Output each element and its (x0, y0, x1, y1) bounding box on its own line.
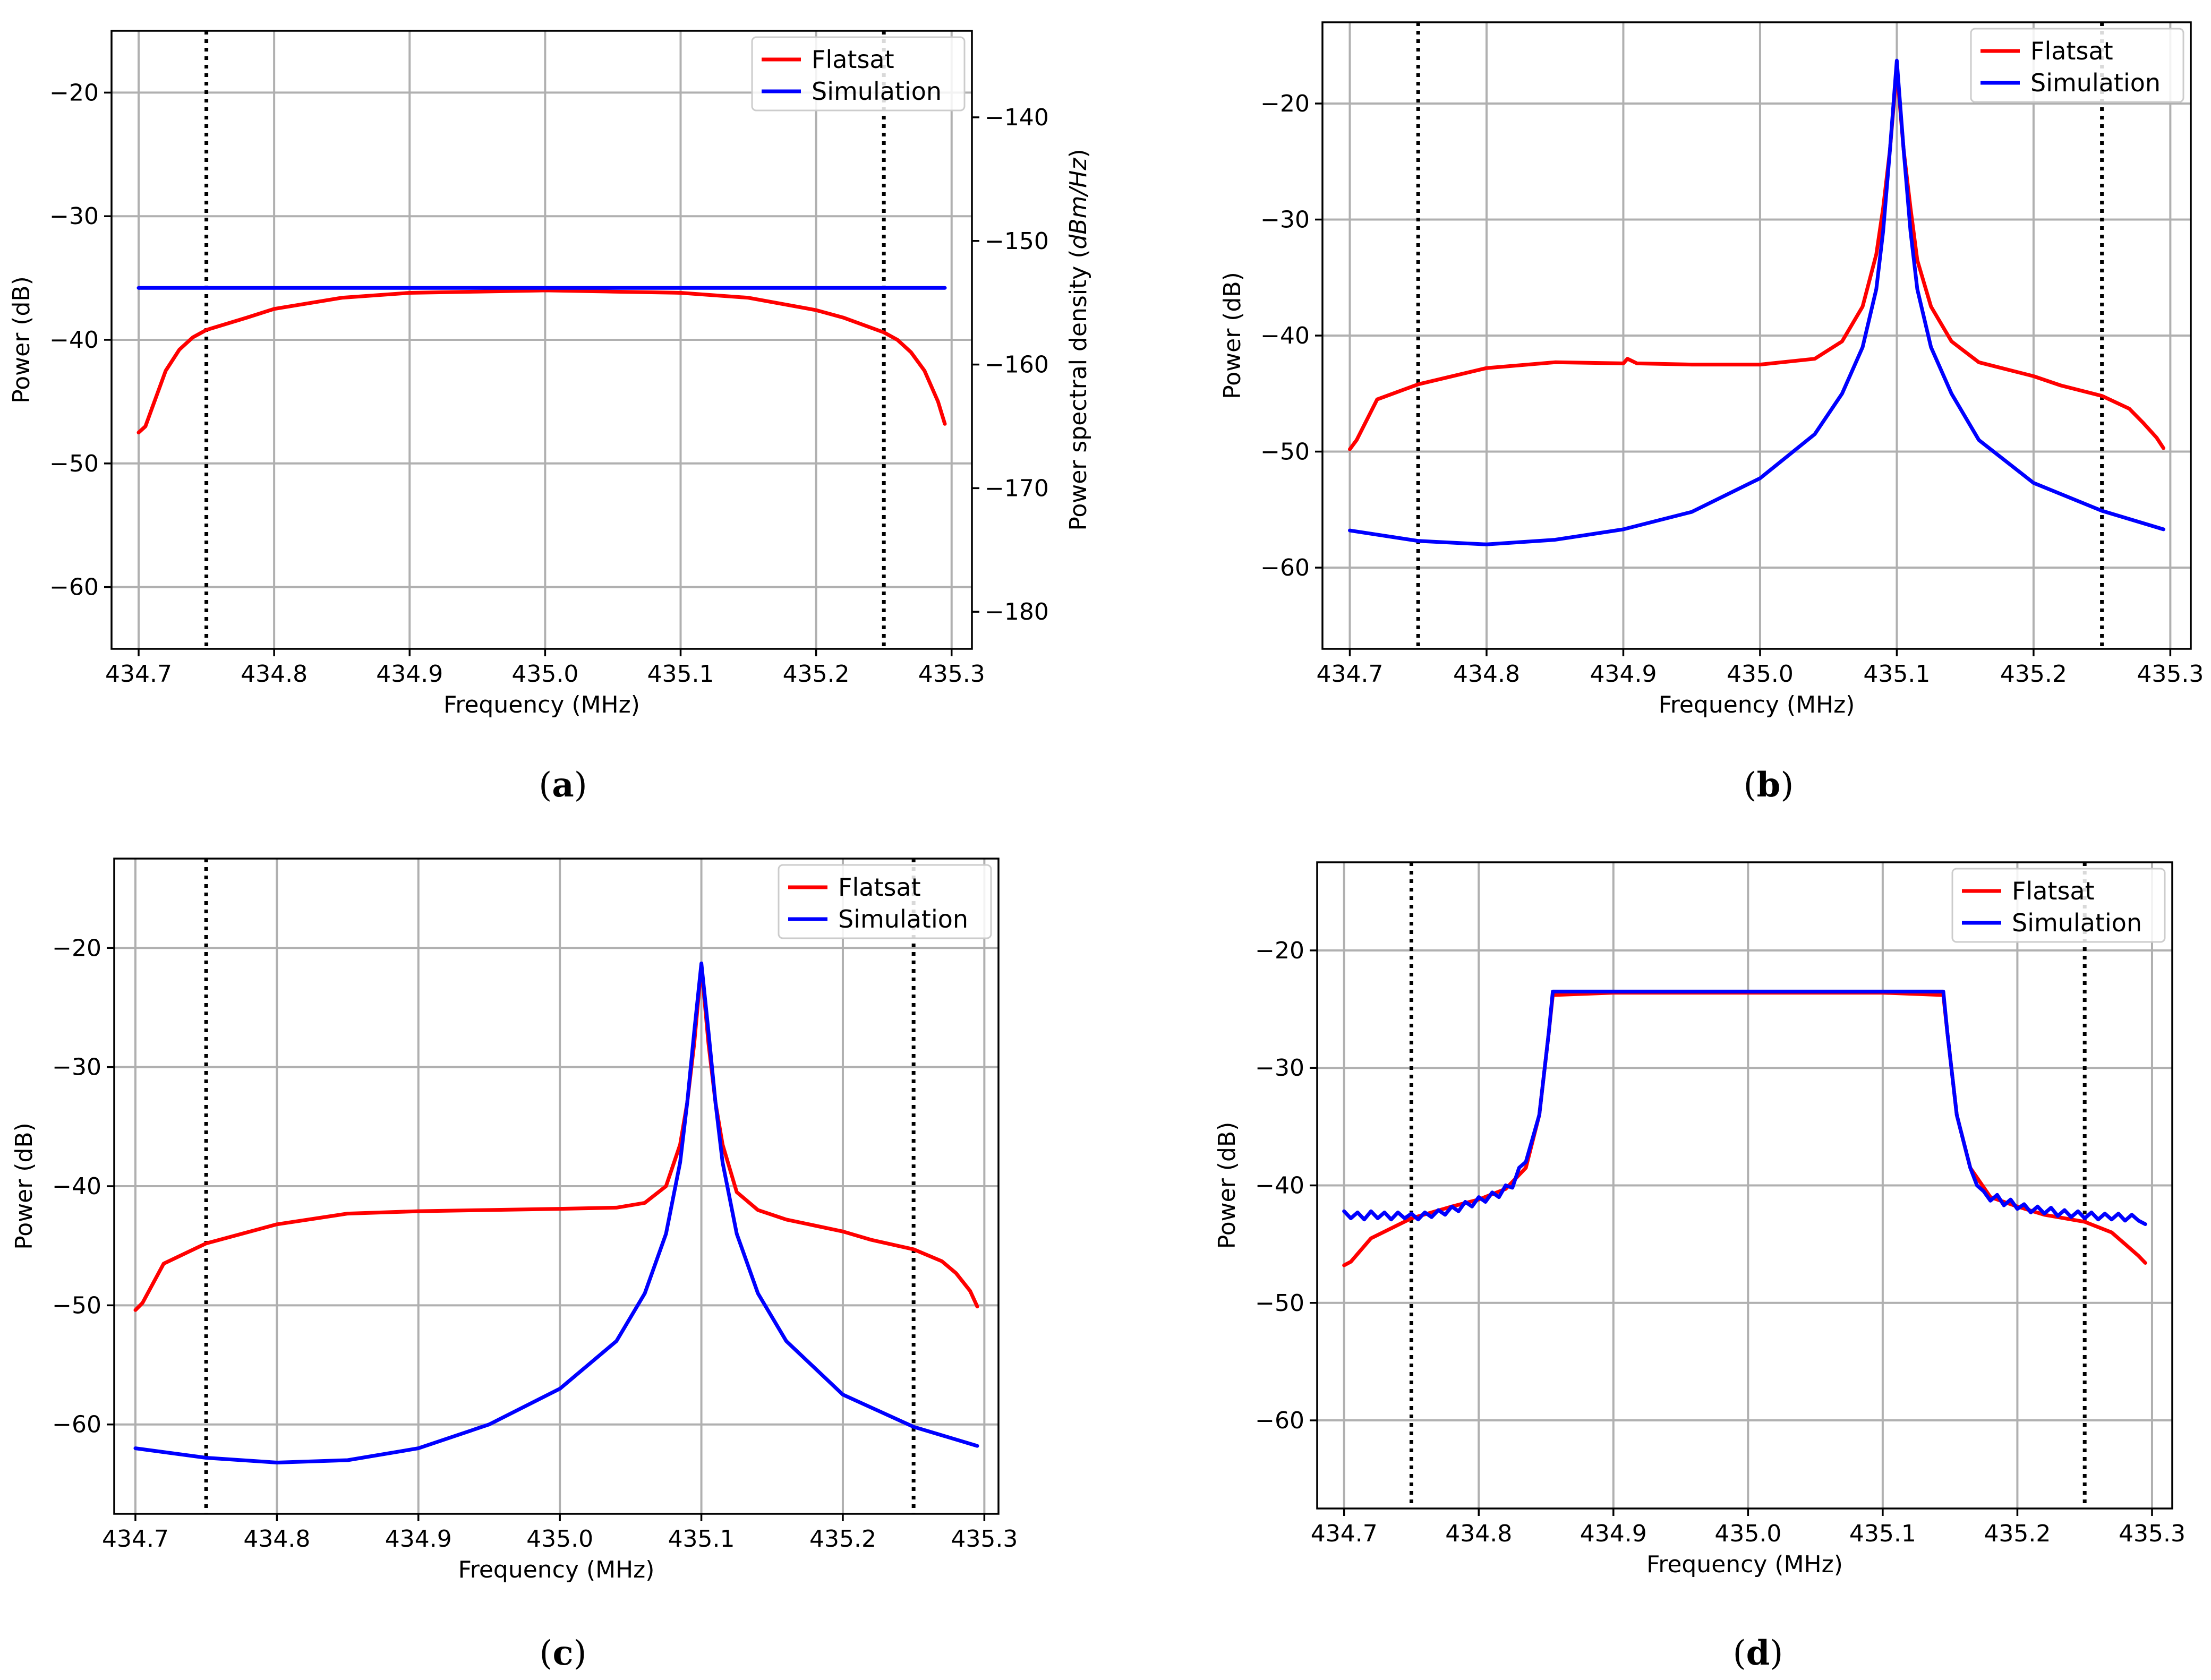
legend: Flatsat Simulation (778, 864, 992, 939)
x-tick-label: 434.8 (241, 661, 308, 688)
series-line-flatsat (136, 288, 947, 435)
legend-entry-flatsat: Flatsat (2030, 37, 2113, 65)
series-line-flatsat (133, 964, 979, 1312)
series-line-simulation (1342, 989, 2147, 1226)
panel-caption: (b) (1744, 765, 1794, 805)
x-tick-label: 434.9 (376, 661, 443, 688)
y-tick-label: −30 (1255, 1055, 1304, 1082)
y-tick-label: −60 (1260, 554, 1310, 581)
legend-entry-flatsat: Flatsat (812, 45, 894, 74)
x-tick-label: 434.9 (385, 1525, 452, 1553)
y-tick-label: −50 (52, 1292, 101, 1319)
legend-box (1951, 868, 2166, 943)
x-tick-label: 434.9 (1590, 661, 1657, 688)
y-tick-label: −40 (1260, 322, 1310, 349)
x-axis-label: Frequency (MHz) (1659, 691, 1855, 718)
y-tick-label: −20 (52, 935, 101, 962)
y-tick-label: −60 (49, 574, 99, 601)
secondary-y-tick-label: −150 (985, 228, 1049, 255)
y-axis-label: Power (dB) (1214, 1122, 1241, 1249)
series-line-simulation (1348, 58, 2165, 546)
x-tick-label: 434.7 (102, 1525, 169, 1553)
plot-frame (1321, 21, 2192, 650)
y-tick-label: −20 (1255, 937, 1304, 964)
legend: Flatsat Simulation (751, 36, 966, 112)
y-tick-label: −30 (52, 1054, 101, 1081)
x-tick-label: 435.2 (809, 1525, 876, 1553)
y-tick-label: −20 (1260, 90, 1310, 117)
legend-entry-flatsat: Flatsat (2012, 877, 2095, 905)
secondary-y-tick-label: −160 (985, 352, 1049, 379)
y-tick-label: −50 (49, 450, 99, 477)
y-tick-label: −40 (52, 1173, 101, 1200)
secondary-y-axis-label: Power spectral density (dBm/Hz) (1065, 149, 1092, 530)
y-tick-label: −50 (1255, 1290, 1304, 1317)
y-tick-label: −20 (49, 79, 99, 106)
x-tick-label: 434.7 (105, 661, 172, 688)
y-tick-label: −60 (52, 1411, 101, 1438)
chart-panel-a: 434.7 434.8 434.9 435.0 435.1 435.2 435.3 −20 −3… (8, 30, 1092, 805)
x-tick-label: 435.3 (918, 661, 985, 688)
panel-caption: (c) (540, 1633, 587, 1673)
secondary-y-tick-label: −140 (985, 104, 1049, 131)
x-tick-label: 434.7 (1311, 1520, 1378, 1547)
series-line-flatsat (1348, 66, 2165, 451)
x-tick-label: 435.0 (1727, 661, 1794, 688)
y-tick-label: −50 (1260, 439, 1310, 466)
y-tick-label: −60 (1255, 1407, 1304, 1434)
secondary-y-tick-label: −170 (985, 475, 1049, 502)
x-tick-label: 434.9 (1580, 1520, 1647, 1547)
x-tick-label: 435.3 (2137, 661, 2204, 688)
legend-box (778, 864, 992, 939)
series-line-simulation (133, 961, 979, 1464)
x-tick-label: 435.1 (1849, 1520, 1916, 1547)
x-tick-label: 435.1 (647, 661, 714, 688)
secondary-y-tick-label: −180 (985, 598, 1049, 625)
x-tick-label: 435.3 (951, 1525, 1018, 1553)
legend-entry-simulation: Simulation (838, 905, 968, 933)
chart-panel-d: 434.7 434.8 434.9 435.0 435.1 435.2 435.3 −20 −3… (1214, 861, 2186, 1673)
y-tick-label: −30 (1260, 206, 1310, 233)
legend-box (1970, 28, 2184, 103)
series-line-flatsat (1342, 991, 2147, 1267)
plot-frame (113, 858, 1000, 1515)
x-tick-label: 434.8 (1453, 661, 1520, 688)
y-axis-label: Power (dB) (1219, 272, 1246, 399)
y-axis-label: Power (dB) (11, 1122, 38, 1249)
plot-frame (110, 30, 973, 650)
x-tick-label: 434.8 (243, 1525, 310, 1553)
x-tick-label: 435.2 (1984, 1520, 2051, 1547)
x-tick-label: 435.3 (2119, 1520, 2186, 1547)
x-tick-label: 434.8 (1445, 1520, 1512, 1547)
legend-box (751, 36, 966, 112)
legend-entry-simulation: Simulation (2030, 68, 2161, 97)
x-tick-label: 435.2 (783, 661, 850, 688)
x-axis-label: Frequency (MHz) (1646, 1551, 1843, 1578)
panel-caption: (d) (1733, 1633, 1783, 1673)
legend: Flatsat Simulation (1970, 28, 2184, 103)
legend-entry-simulation: Simulation (812, 77, 942, 106)
y-tick-label: −30 (49, 203, 99, 230)
x-tick-label: 435.1 (1863, 661, 1930, 688)
x-tick-label: 435.0 (1714, 1520, 1781, 1547)
x-tick-label: 434.7 (1317, 661, 1384, 688)
x-axis-label: Frequency (MHz) (443, 691, 640, 718)
y-axis-label: Power (dB) (8, 276, 35, 403)
panel-caption: (a) (539, 765, 587, 805)
y-tick-label: −40 (1255, 1172, 1304, 1199)
x-tick-label: 435.0 (511, 661, 578, 688)
legend-entry-simulation: Simulation (2012, 908, 2142, 937)
legend-entry-flatsat: Flatsat (838, 873, 921, 902)
x-axis-label: Frequency (MHz) (458, 1556, 655, 1583)
legend: Flatsat Simulation (1951, 868, 2166, 943)
x-tick-label: 435.0 (526, 1525, 593, 1553)
chart-panel-b: 434.7 434.8 434.9 435.0 435.1 435.2 435.3 −20 −3… (1219, 21, 2204, 805)
x-tick-label: 435.2 (2000, 661, 2067, 688)
chart-panel-c: 434.7 434.8 434.9 435.0 435.1 435.2 435.3 −20 −3… (11, 858, 1018, 1673)
y-tick-label: −40 (49, 327, 99, 354)
x-tick-label: 435.1 (668, 1525, 735, 1553)
plot-frame (1316, 861, 2173, 1510)
